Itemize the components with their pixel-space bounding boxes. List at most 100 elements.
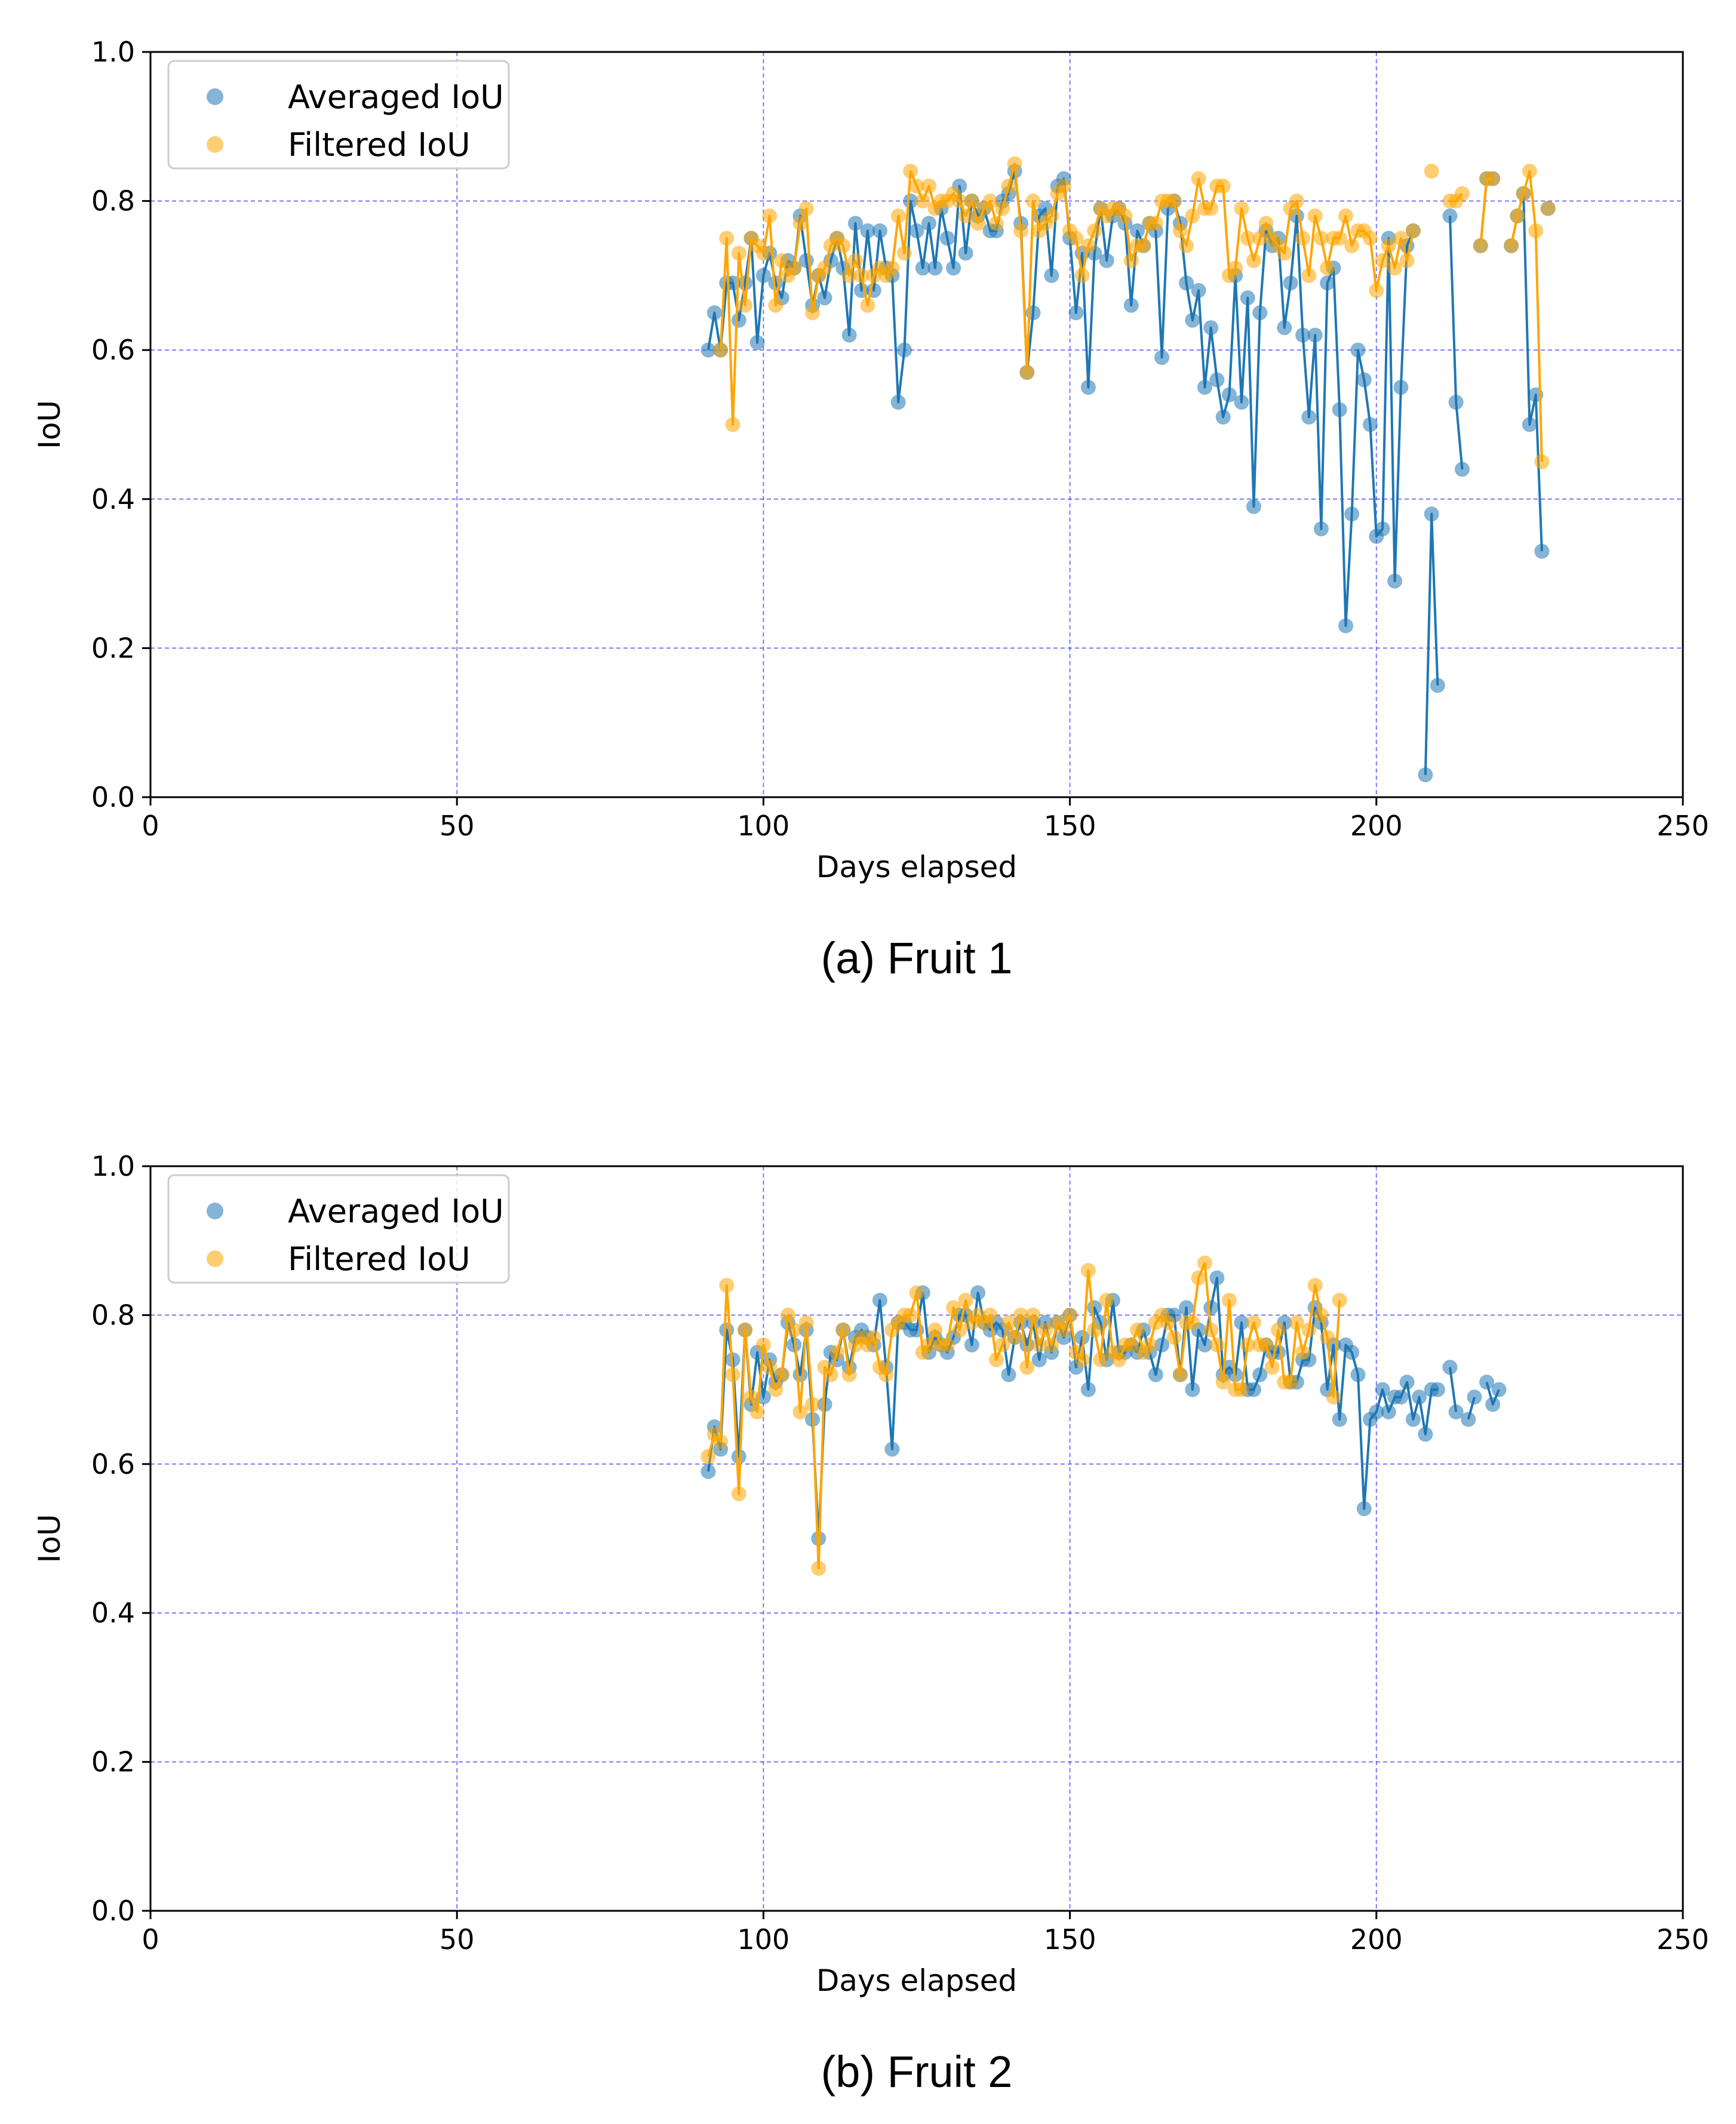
data-point (1516, 186, 1531, 201)
y-axis-label: IoU (32, 1514, 67, 1563)
data-point (1307, 208, 1323, 224)
data-point (1031, 1337, 1047, 1353)
data-point (749, 1404, 765, 1419)
data-point (915, 193, 930, 209)
data-point (1031, 1352, 1047, 1367)
x-tick-label: 150 (1044, 810, 1096, 842)
data-point (731, 1486, 746, 1502)
axes-frame (149, 1165, 1684, 1912)
data-point (1080, 238, 1096, 253)
data-point (1080, 1382, 1096, 1397)
data-point (1424, 506, 1439, 522)
data-point (1154, 1337, 1170, 1353)
data-point (1455, 462, 1470, 477)
data-point (1197, 380, 1212, 395)
data-point (1271, 1322, 1286, 1338)
data-point (1369, 282, 1384, 298)
data-point (995, 201, 1010, 216)
data-point (1393, 1390, 1409, 1405)
data-point (1142, 1337, 1157, 1353)
y-tick-label: 0.4 (91, 483, 135, 515)
data-point (835, 1322, 851, 1338)
data-point (1191, 1270, 1206, 1286)
data-point (1179, 1300, 1194, 1315)
data-point (1418, 1427, 1433, 1442)
data-point (1258, 216, 1274, 231)
data-point (1430, 678, 1445, 693)
data-point (1246, 253, 1261, 268)
data-point (890, 395, 906, 410)
data-point (719, 230, 735, 246)
data-point (1222, 387, 1237, 402)
data-point (1295, 327, 1311, 343)
data-point (1399, 1375, 1415, 1390)
data-point (1326, 1390, 1341, 1405)
data-point (1056, 1322, 1071, 1338)
data-point (952, 193, 967, 209)
data-point (890, 208, 906, 224)
data-point (1313, 230, 1329, 246)
data-point (1301, 1322, 1317, 1338)
data-point (1442, 1360, 1458, 1375)
data-point (1277, 320, 1292, 336)
data-point (1074, 268, 1090, 283)
data-point (1228, 260, 1243, 276)
data-point (1350, 1367, 1366, 1382)
data-point (903, 1307, 918, 1323)
data-point (1203, 1322, 1219, 1338)
data-point (1522, 164, 1537, 179)
series-filtered-iou (713, 156, 1556, 469)
data-point (725, 417, 741, 432)
y-tick-label: 1.0 (91, 1150, 135, 1182)
data-point (1430, 1382, 1445, 1397)
data-point (805, 1397, 820, 1412)
data-point (958, 1293, 973, 1308)
data-point (1166, 1330, 1182, 1345)
data-point (1240, 1337, 1255, 1353)
data-point (719, 1278, 735, 1293)
data-point (1123, 253, 1139, 268)
data-point (1185, 1382, 1200, 1397)
data-point (1522, 417, 1537, 432)
data-point (768, 297, 783, 313)
data-point (1375, 521, 1390, 537)
data-point (1381, 1404, 1396, 1419)
data-point (1123, 1337, 1139, 1353)
data-point (1473, 238, 1488, 253)
data-point (1111, 1352, 1127, 1367)
data-point (1540, 201, 1556, 216)
legend-marker (207, 136, 223, 153)
data-point (1252, 230, 1268, 246)
data-point (1215, 179, 1231, 194)
data-point (927, 260, 943, 276)
data-point (1240, 230, 1255, 246)
data-point (731, 245, 746, 261)
data-point (1215, 410, 1231, 425)
data-point (1154, 350, 1170, 365)
data-point (1344, 506, 1360, 522)
data-point (1301, 268, 1317, 283)
data-point (915, 260, 930, 276)
legend-marker (207, 1250, 223, 1267)
data-point (1203, 320, 1219, 336)
legend: Averaged IoU Filtered IoU (167, 60, 510, 170)
data-point (1179, 238, 1194, 253)
legend-label: Filtered IoU (288, 126, 471, 164)
data-point (762, 1360, 778, 1375)
data-point (725, 1367, 741, 1382)
data-point (1019, 1360, 1035, 1375)
data-point (1234, 1382, 1249, 1397)
data-point (1448, 395, 1464, 410)
data-point (755, 245, 771, 261)
data-point (1197, 1337, 1212, 1353)
data-point (860, 223, 875, 238)
data-point (1209, 372, 1225, 388)
data-point (731, 312, 746, 328)
data-point (1130, 223, 1145, 238)
data-point (1356, 372, 1372, 388)
data-point (798, 201, 814, 216)
data-point (1393, 230, 1409, 246)
data-point (1338, 618, 1353, 634)
data-point (1344, 1345, 1360, 1360)
